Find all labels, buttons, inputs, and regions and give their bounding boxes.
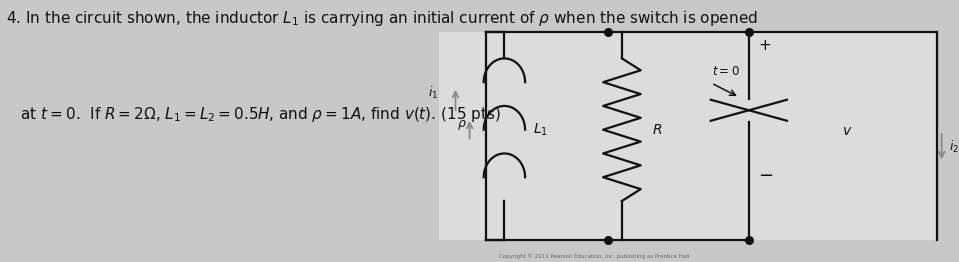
Text: $i_1$: $i_1$ xyxy=(429,85,438,101)
Text: at $t = 0$.  If $R = 2\Omega$, $L_1 = L_2 = 0.5H$, and $\rho = 1A$, find $v(t)$.: at $t = 0$. If $R = 2\Omega$, $L_1 = L_2… xyxy=(6,105,502,124)
Text: $+$: $+$ xyxy=(759,38,771,53)
Text: $t = 0$: $t = 0$ xyxy=(712,65,739,78)
Text: $\rho$: $\rho$ xyxy=(457,118,467,132)
Text: $-$: $-$ xyxy=(759,165,773,183)
Text: $L_1$: $L_1$ xyxy=(532,122,548,138)
Text: 4. In the circuit shown, the inductor $L_1$ is carrying an initial current of $\: 4. In the circuit shown, the inductor $L… xyxy=(6,9,758,28)
Text: Copyright © 2011 Pearson Education, Inc. publishing as Prentice Hall: Copyright © 2011 Pearson Education, Inc.… xyxy=(499,254,689,259)
Text: $v$: $v$ xyxy=(842,124,853,138)
Text: $R$: $R$ xyxy=(652,123,663,137)
FancyBboxPatch shape xyxy=(438,32,937,240)
Text: $i_2$: $i_2$ xyxy=(949,139,959,155)
